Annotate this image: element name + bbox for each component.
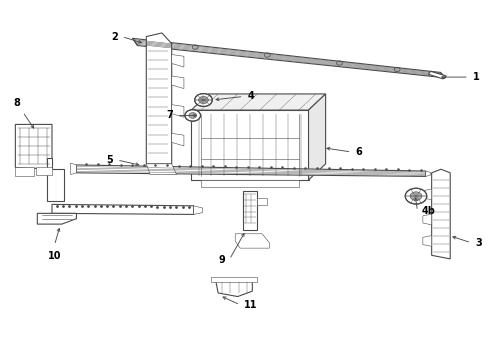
Polygon shape	[35, 167, 52, 175]
Polygon shape	[147, 33, 172, 164]
Polygon shape	[423, 235, 432, 246]
Text: 8: 8	[13, 98, 20, 108]
Polygon shape	[52, 204, 194, 215]
Text: 9: 9	[219, 255, 225, 265]
Polygon shape	[47, 158, 64, 201]
Polygon shape	[211, 277, 257, 282]
Polygon shape	[172, 76, 184, 89]
Text: 4b: 4b	[421, 206, 435, 216]
Polygon shape	[426, 171, 431, 176]
Text: 6: 6	[355, 147, 362, 157]
Polygon shape	[147, 164, 176, 175]
Polygon shape	[133, 39, 445, 78]
Polygon shape	[243, 191, 257, 230]
Polygon shape	[172, 134, 184, 146]
Polygon shape	[216, 280, 252, 297]
Text: 10: 10	[48, 251, 61, 261]
Circle shape	[405, 188, 427, 204]
Polygon shape	[423, 214, 432, 225]
Polygon shape	[235, 234, 270, 248]
Polygon shape	[257, 198, 267, 205]
Text: 4: 4	[247, 91, 254, 102]
Text: 1: 1	[473, 72, 479, 82]
Polygon shape	[15, 125, 52, 169]
Text: 5: 5	[106, 155, 113, 165]
Polygon shape	[201, 180, 299, 187]
Text: 2: 2	[111, 32, 118, 41]
Circle shape	[195, 94, 212, 107]
Text: 3: 3	[475, 238, 482, 248]
Polygon shape	[191, 110, 309, 180]
Polygon shape	[15, 167, 34, 176]
Polygon shape	[71, 163, 76, 175]
Polygon shape	[76, 165, 426, 176]
Circle shape	[185, 110, 200, 121]
Polygon shape	[432, 169, 450, 259]
Polygon shape	[423, 189, 432, 200]
Polygon shape	[309, 94, 326, 180]
Polygon shape	[191, 94, 326, 110]
Polygon shape	[194, 206, 202, 215]
Polygon shape	[428, 71, 446, 79]
Text: 11: 11	[244, 300, 258, 310]
Polygon shape	[37, 213, 76, 224]
Circle shape	[189, 113, 196, 118]
Circle shape	[198, 96, 208, 104]
Polygon shape	[172, 54, 184, 67]
Text: 7: 7	[166, 111, 172, 121]
Circle shape	[410, 192, 422, 201]
Polygon shape	[172, 105, 184, 117]
